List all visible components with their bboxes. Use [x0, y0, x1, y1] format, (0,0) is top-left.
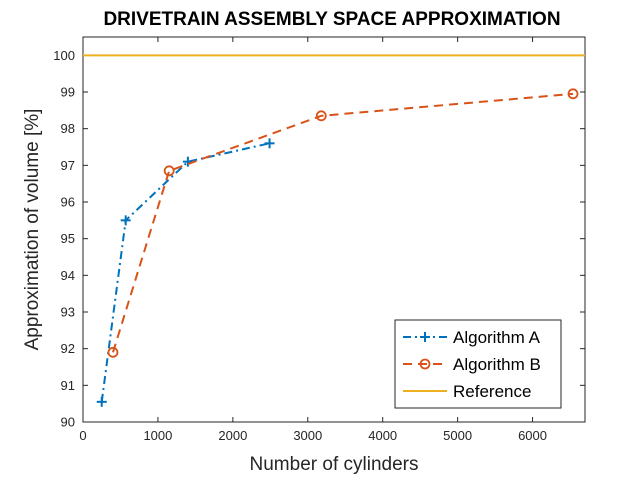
- series-algorithm-a: [96, 138, 275, 407]
- x-tick-label: 4000: [368, 428, 397, 443]
- legend-item: Algorithm B: [403, 355, 541, 374]
- plus-marker: [96, 396, 107, 407]
- y-tick-label: 93: [61, 305, 75, 320]
- x-axis-label: Number of cylinders: [250, 454, 419, 475]
- series-algorithm-b: [107, 88, 579, 358]
- y-tick-label: 97: [61, 158, 75, 173]
- legend-item: Reference: [403, 382, 531, 401]
- legend-item: Algorithm A: [403, 328, 541, 347]
- x-tick-label: 1000: [143, 428, 172, 443]
- y-tick-label: 90: [61, 415, 75, 430]
- plus-marker: [182, 156, 193, 167]
- series-line: [100, 142, 270, 402]
- y-tick-label: 96: [61, 195, 75, 210]
- x-tick-label: 3000: [293, 428, 322, 443]
- circle-marker: [163, 165, 175, 177]
- circle-marker: [107, 346, 119, 358]
- x-tick-label: 5000: [443, 428, 472, 443]
- legend-label: Reference: [453, 382, 531, 401]
- plus-marker: [120, 215, 131, 226]
- y-tick-label: 100: [53, 48, 75, 63]
- circle-marker: [567, 88, 579, 100]
- y-tick-label: 94: [61, 268, 75, 283]
- x-tick-label: 0: [79, 428, 86, 443]
- y-tick-label: 98: [61, 121, 75, 136]
- x-tick-label: 2000: [218, 428, 247, 443]
- y-tick-label: 99: [61, 85, 75, 100]
- plus-marker: [264, 138, 275, 149]
- circle-marker: [315, 110, 327, 122]
- legend: Algorithm A Algorithm B Reference: [394, 319, 562, 409]
- circle-marker: [419, 358, 431, 370]
- series-line: [112, 92, 574, 353]
- y-tick-label: 92: [61, 341, 75, 356]
- y-axis-label: Approximation of volume [%]: [22, 109, 43, 351]
- legend-label: Algorithm A: [453, 328, 541, 347]
- chart-title: DRIVETRAIN ASSEMBLY SPACE APPROXIMATION: [103, 9, 560, 30]
- x-tick-label: 6000: [518, 428, 547, 443]
- plus-marker: [420, 332, 430, 342]
- y-tick-label: 91: [61, 378, 75, 393]
- y-tick-label: 95: [61, 231, 75, 246]
- legend-label: Algorithm B: [453, 355, 541, 374]
